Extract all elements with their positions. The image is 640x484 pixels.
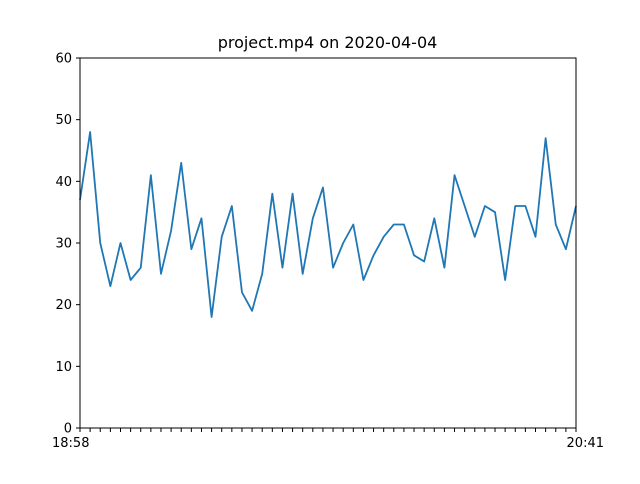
x-tick-label-last: 20:41 [567,436,604,451]
y-tick-label: 10 [55,360,72,375]
x-axis: 18:58 20:41 [52,428,604,451]
y-tick-label: 50 [55,113,72,128]
chart-title: project.mp4 on 2020-04-04 [0,33,640,52]
series-layer [80,132,576,317]
y-axis: 0 10 20 30 40 50 60 [55,52,80,437]
y-tick-label: 20 [55,298,72,313]
plot-frame [80,58,576,428]
y-tick-label: 30 [55,237,72,252]
y-tick-label: 0 [64,422,72,437]
x-tick-label-first: 18:58 [52,436,89,451]
y-tick-label: 60 [55,52,72,67]
series-line [80,132,576,317]
y-tick-label: 40 [55,175,72,190]
